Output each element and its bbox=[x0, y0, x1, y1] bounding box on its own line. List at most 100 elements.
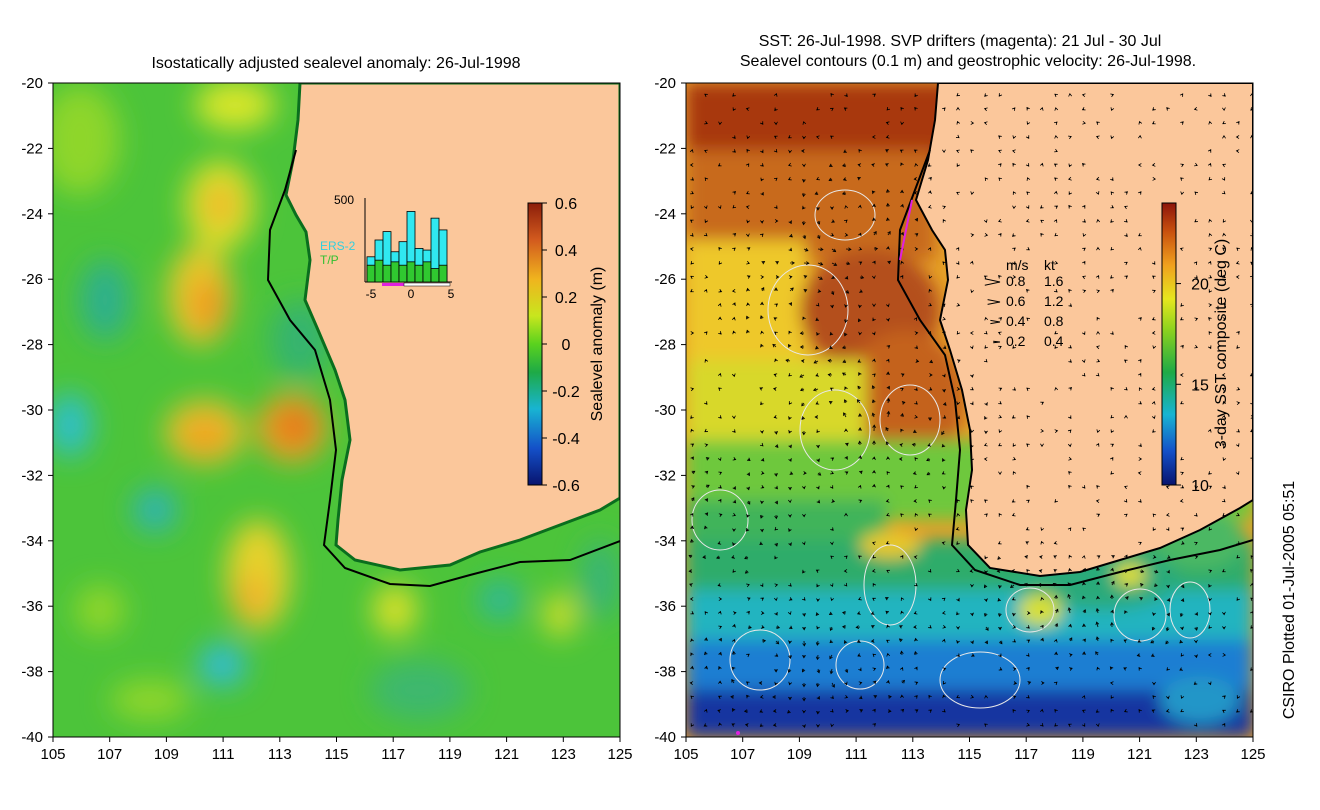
velocity-legend-arrow bbox=[984, 278, 1001, 286]
left-x-tick-label: 119 bbox=[438, 746, 462, 763]
left-panel-title: Isostatically adjusted sealevel anomaly:… bbox=[151, 55, 520, 72]
sst-map bbox=[686, 83, 1253, 737]
inset-bar-tp bbox=[406, 261, 416, 283]
colorbar-tick-label: 0.6 bbox=[555, 196, 577, 213]
sst-colorbar: 20 15 10 3-day SST composite (deg C) bbox=[1161, 202, 1230, 495]
colorbar-tick-label: 10 bbox=[1191, 478, 1209, 495]
left-x-tick-label: 105 bbox=[40, 746, 65, 763]
left-x-tick-label: 107 bbox=[97, 746, 122, 763]
inset-x-tick-label: -5 bbox=[366, 287, 377, 301]
right-y-tick-label: -34 bbox=[654, 533, 676, 550]
colorbar-tick-label: -0.6 bbox=[552, 478, 580, 495]
left-x-tick-label: 113 bbox=[268, 746, 292, 763]
inset-remaining-window bbox=[403, 282, 451, 287]
left-y-tick-label: -28 bbox=[21, 337, 43, 354]
inset-bar-tp bbox=[366, 264, 376, 283]
inset-bar-tp bbox=[374, 259, 384, 283]
left-x-tick-label: 123 bbox=[551, 746, 576, 763]
inset-x-tick-label: 0 bbox=[408, 287, 415, 301]
right-y-tick-label: -38 bbox=[654, 664, 676, 681]
colorbar-tick-label: 0 bbox=[562, 337, 571, 354]
velocity-legend-kt-header-text: kt bbox=[1044, 257, 1055, 273]
left-y-tick-label: -22 bbox=[21, 140, 43, 157]
sla-colorbar: 0.6 0.4 0.2 0 -0.2 -0.4 -0.6 Sealevel anomaly … bbox=[527, 196, 606, 495]
left-x-tick-label: 125 bbox=[607, 746, 632, 763]
right-y-tick-label: -32 bbox=[654, 467, 676, 484]
colorbar-tick-label: 0.4 bbox=[555, 243, 577, 260]
colorbar-tick-label: -0.2 bbox=[552, 384, 580, 401]
left-x-tick-label: 121 bbox=[494, 746, 519, 763]
velocity-legend-arrow bbox=[987, 299, 1001, 305]
colorbar-tick-label: -0.4 bbox=[552, 431, 580, 448]
right-y-tick-label: -20 bbox=[654, 75, 676, 92]
inset-bar-tp bbox=[414, 264, 424, 283]
inset-legend-ers2: ERS-2 bbox=[320, 239, 356, 253]
svp-drifter-track bbox=[899, 199, 913, 261]
sst-colorbar-ramp bbox=[1161, 202, 1177, 486]
right-x-tick-label: 123 bbox=[1184, 746, 1209, 763]
velocity-legend-arrow bbox=[990, 319, 1001, 325]
sealevel-contours bbox=[691, 189, 1211, 709]
right-x-tick-label: 117 bbox=[1014, 746, 1038, 763]
right-x-tick-label: 113 bbox=[901, 746, 925, 763]
left-y-tick-label: -30 bbox=[21, 402, 43, 419]
left-y-tick-label: -40 bbox=[21, 729, 43, 746]
velocity-legend-ms-value: 0.8 bbox=[1006, 273, 1026, 289]
sla-colorbar-ticks: 0.6 0.4 0.2 0 -0.2 -0.4 -0.6 bbox=[542, 196, 580, 495]
left-x-tick-label: 109 bbox=[154, 746, 179, 763]
right-x-tick-label: 115 bbox=[958, 746, 982, 763]
right-x-tick-label: 119 bbox=[1071, 746, 1095, 763]
right-axes: 105 107 109 111 113 115 117 119 121 123 125 -20 -22 -… bbox=[654, 75, 1265, 763]
left-x-tick-label: 117 bbox=[381, 746, 405, 763]
inset-bar-tp bbox=[390, 261, 400, 283]
left-x-tick-label: 111 bbox=[212, 746, 235, 763]
sst-colorbar-ticks: 20 15 10 bbox=[1176, 277, 1209, 495]
left-x-tick-label: 115 bbox=[325, 746, 349, 763]
left-panel: Isostatically adjusted sealevel anomaly:… bbox=[21, 55, 632, 763]
left-y-tick-label: -34 bbox=[21, 533, 43, 550]
velocity-legend-kt-value: 0.8 bbox=[1044, 313, 1064, 329]
colorbar-tick-label: 20 bbox=[1191, 277, 1209, 294]
right-panel-title-line2: Sealevel contours (0.1 m) and geostrophi… bbox=[740, 53, 1196, 70]
shelf-contour bbox=[266, 149, 620, 588]
inset-bar-tp bbox=[382, 264, 392, 283]
right-y-tick-label: -22 bbox=[654, 140, 676, 157]
velocity-legend-kt-value: 1.2 bbox=[1044, 293, 1064, 309]
inset-ymax-label: 500 bbox=[334, 193, 354, 207]
right-panel: SST: 26-Jul-1998. SVP drifters (magenta)… bbox=[654, 33, 1265, 763]
left-y-tick-label: -36 bbox=[21, 598, 43, 615]
australia-landmass-sst bbox=[914, 83, 1253, 578]
right-x-tick-label: 109 bbox=[787, 746, 812, 763]
inset-drifter-window bbox=[382, 283, 404, 286]
left-y-tick-label: -20 bbox=[21, 75, 43, 92]
right-x-tick-label: 111 bbox=[845, 746, 868, 763]
right-x-tick-label: 105 bbox=[673, 746, 698, 763]
right-panel-title-line1: SST: 26-Jul-1998. SVP drifters (magenta)… bbox=[759, 33, 1162, 50]
velocity-legend-arrow bbox=[993, 340, 1001, 344]
inset-bar-tp bbox=[422, 261, 432, 283]
right-x-tick-label: 125 bbox=[1240, 746, 1265, 763]
coverage-inset: 500 -5 0 5 ERS-2 T/P bbox=[320, 193, 455, 301]
inset-bar-tp bbox=[398, 264, 408, 283]
anomaly-field bbox=[53, 83, 618, 720]
right-y-tick-label: -30 bbox=[654, 402, 676, 419]
velocity-legend-kt-value: 0.4 bbox=[1044, 333, 1064, 349]
sla-colorbar-label: Sealevel anomaly (m) bbox=[589, 267, 606, 422]
svp-drifter-point bbox=[736, 731, 740, 735]
sst-colorbar-label: 3-day SST composite (deg C) bbox=[1213, 239, 1230, 449]
right-y-tick-label: -40 bbox=[654, 729, 676, 746]
right-y-tick-label: -24 bbox=[654, 206, 676, 223]
colorbar-tick-label: 0.2 bbox=[555, 290, 577, 307]
right-x-tick-label: 107 bbox=[730, 746, 755, 763]
right-y-tick-label: -36 bbox=[654, 598, 676, 615]
velocity-legend-ms-header: m/s bbox=[1006, 257, 1029, 273]
shelf-contour-sst bbox=[896, 149, 1253, 586]
inset-bar-tp bbox=[438, 264, 448, 283]
velocity-legend-rows: 0.8 1.6 0.6 1.2 0.4 0.8 0.2 0.4 bbox=[984, 273, 1064, 349]
right-y-tick-label: -28 bbox=[654, 337, 676, 354]
left-y-tick-label: -24 bbox=[21, 206, 43, 223]
inset-bars bbox=[366, 211, 448, 283]
plot-timestamp: CSIRO Plotted 01-Jul-2005 05:51 bbox=[1281, 481, 1298, 719]
velocity-legend-ms-value: 0.6 bbox=[1006, 293, 1026, 309]
